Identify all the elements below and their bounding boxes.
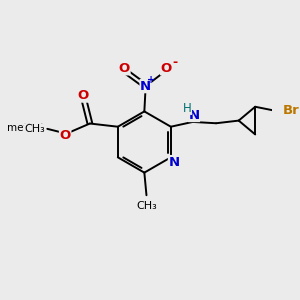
- Text: O: O: [77, 89, 88, 102]
- Text: CH₃: CH₃: [24, 124, 45, 134]
- Text: O: O: [59, 129, 71, 142]
- Text: O: O: [160, 62, 172, 75]
- Text: N: N: [140, 80, 151, 93]
- Text: -: -: [172, 56, 178, 70]
- Text: N: N: [188, 109, 200, 122]
- Text: Br: Br: [283, 104, 299, 117]
- Text: H: H: [183, 102, 192, 115]
- Text: methyl: methyl: [7, 123, 43, 133]
- Text: CH₃: CH₃: [136, 201, 157, 211]
- Text: N: N: [169, 156, 180, 169]
- Text: O: O: [119, 62, 130, 75]
- Text: +: +: [148, 75, 156, 85]
